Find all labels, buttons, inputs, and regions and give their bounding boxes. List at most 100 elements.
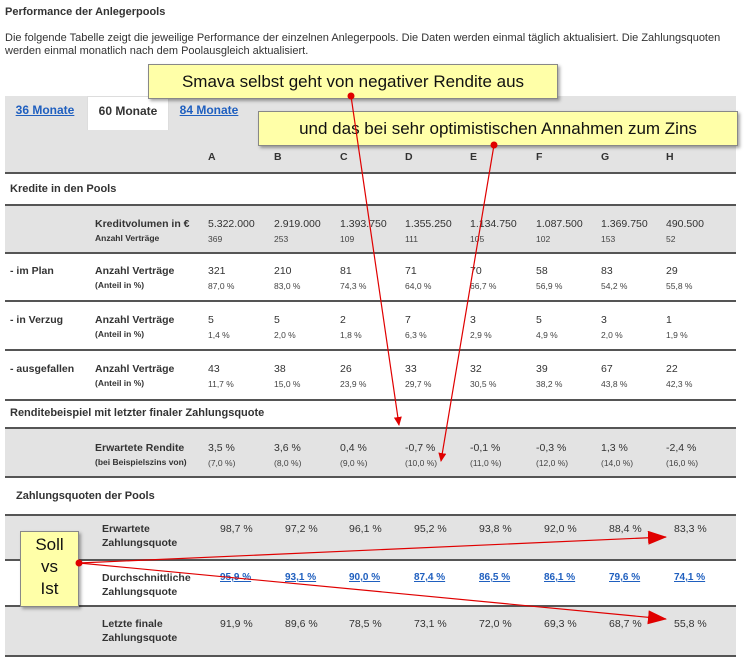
kreditvolumen-value: 490.500 xyxy=(666,218,704,230)
rendite-zins: (8,0 %) xyxy=(274,458,302,468)
status-value: 70 xyxy=(470,265,482,277)
column-header-row xyxy=(5,143,736,173)
tab-84-monate[interactable]: 84 Monate xyxy=(169,96,249,130)
kreditvolumen-sublabel: Anzahl Verträge xyxy=(95,233,160,243)
quote-value: 83,3 % xyxy=(674,523,707,535)
kreditvolumen-value: 1.087.500 xyxy=(536,218,583,230)
quote-value-link[interactable]: 74,1 % xyxy=(674,572,706,583)
kreditvolumen-count: 52 xyxy=(666,234,676,244)
status-value: 22 xyxy=(666,363,678,375)
quote-value: 93,8 % xyxy=(479,523,512,535)
status-value: 210 xyxy=(274,265,292,277)
page-title: Performance der Anlegerpools xyxy=(5,6,166,18)
status-share: 55,8 % xyxy=(666,281,693,291)
status-label: Anzahl Verträge xyxy=(95,363,175,375)
quote-value-link[interactable]: 90,0 % xyxy=(349,572,381,583)
quote-value-link[interactable]: 93,1 % xyxy=(285,572,317,583)
quote-value: 68,7 % xyxy=(609,618,642,630)
kreditvolumen-value: 1.134.750 xyxy=(470,218,517,230)
status-row-label: - ausgefallen xyxy=(10,363,75,375)
quote-value: 78,5 % xyxy=(349,618,382,630)
rendite-zins: (10,0 %) xyxy=(405,458,438,468)
divider xyxy=(5,427,736,429)
status-share: 74,3 % xyxy=(340,281,367,291)
rendite-label: Erwartete Rendite xyxy=(95,442,185,454)
quote-value-link[interactable]: 86,5 % xyxy=(479,572,511,583)
quote-value: 96,1 % xyxy=(349,523,382,535)
callout-soll-text: Soll xyxy=(35,535,64,554)
column-header: F xyxy=(536,151,543,163)
kreditvolumen-value: 2.919.000 xyxy=(274,218,321,230)
quote-row-letzte xyxy=(5,607,736,655)
quote-value: 88,4 % xyxy=(609,523,642,535)
quote-value: 91,9 % xyxy=(220,618,253,630)
divider xyxy=(5,655,736,657)
kreditvolumen-count: 109 xyxy=(340,234,355,244)
kreditvolumen-count: 111 xyxy=(405,234,418,244)
kreditvolumen-count: 105 xyxy=(470,234,485,244)
status-value: 7 xyxy=(405,314,411,326)
quote-value: 92,0 % xyxy=(544,523,577,535)
section-kredite: Kredite in den Pools xyxy=(10,183,117,195)
quote-value: 55,8 % xyxy=(674,618,707,630)
callout-soll-vs-ist: Soll vs Ist xyxy=(20,531,79,607)
status-value: 32 xyxy=(470,363,482,375)
rendite-zins: (7,0 %) xyxy=(208,458,236,468)
status-value: 26 xyxy=(340,363,352,375)
status-value: 3 xyxy=(470,314,476,326)
column-header: G xyxy=(601,151,610,163)
callout-vs-text: vs xyxy=(41,557,58,576)
kreditvolumen-count: 369 xyxy=(208,234,223,244)
intro-text: Die folgende Tabelle zeigt die jeweilige… xyxy=(5,32,721,57)
rendite-value: 1,3 % xyxy=(601,442,628,454)
rendite-zins: (14,0 %) xyxy=(601,458,634,468)
status-value: 39 xyxy=(536,363,548,375)
rendite-value: 0,4 % xyxy=(340,442,367,454)
rendite-value: -0,3 % xyxy=(536,442,567,454)
quote-value-link[interactable]: 87,4 % xyxy=(414,572,446,583)
status-share: 1,8 % xyxy=(340,330,362,340)
status-share: 1,4 % xyxy=(208,330,230,340)
divider xyxy=(5,476,736,478)
quote-label: Erwartete xyxy=(102,523,150,535)
column-header: B xyxy=(274,151,282,163)
status-value: 321 xyxy=(208,265,226,277)
status-share: 11,7 % xyxy=(208,379,234,389)
status-label: Anzahl Verträge xyxy=(95,265,175,277)
section-rendite: Renditebeispiel mit letzter finaler Zahl… xyxy=(10,407,265,419)
status-value: 67 xyxy=(601,363,613,375)
quote-value-link[interactable]: 79,6 % xyxy=(609,572,641,583)
rendite-zins: (11,0 %) xyxy=(470,458,502,468)
status-value: 38 xyxy=(274,363,286,375)
status-share: 29,7 % xyxy=(405,379,432,389)
status-sublabel: (Anteil in %) xyxy=(95,329,145,339)
quote-value-link[interactable]: 95,9 % xyxy=(220,572,252,583)
quote-label: Durchschnittliche xyxy=(102,572,191,584)
divider xyxy=(5,514,736,516)
status-share: 4,9 % xyxy=(536,330,558,340)
status-share: 2,9 % xyxy=(470,330,492,340)
status-value: 81 xyxy=(340,265,352,277)
quote-value-link[interactable]: 86,1 % xyxy=(544,572,576,583)
status-sublabel: (Anteil in %) xyxy=(95,280,145,290)
divider xyxy=(5,252,736,254)
rendite-value: 3,6 % xyxy=(274,442,301,454)
quote-value: 97,2 % xyxy=(285,523,318,535)
status-share: 6,3 % xyxy=(405,330,427,340)
status-share: 15,0 % xyxy=(274,379,301,389)
status-value: 5 xyxy=(536,314,542,326)
status-share: 30,5 % xyxy=(470,379,497,389)
kreditvolumen-label: Kreditvolumen in € xyxy=(95,218,190,230)
quote-value: 95,2 % xyxy=(414,523,447,535)
callout-optimistischer-zins: und das bei sehr optimistischen Annahmen… xyxy=(258,111,738,146)
status-value: 1 xyxy=(666,314,672,326)
column-header: A xyxy=(208,151,216,163)
divider xyxy=(5,300,736,302)
column-header: H xyxy=(666,151,674,163)
tab-36-monate[interactable]: 36 Monate xyxy=(5,96,85,130)
arrow-to-zins xyxy=(438,144,495,462)
status-value: 58 xyxy=(536,265,548,277)
status-share: 43,8 % xyxy=(601,379,628,389)
status-value: 29 xyxy=(666,265,678,277)
tab-60-monate[interactable]: 60 Monate xyxy=(87,96,169,131)
